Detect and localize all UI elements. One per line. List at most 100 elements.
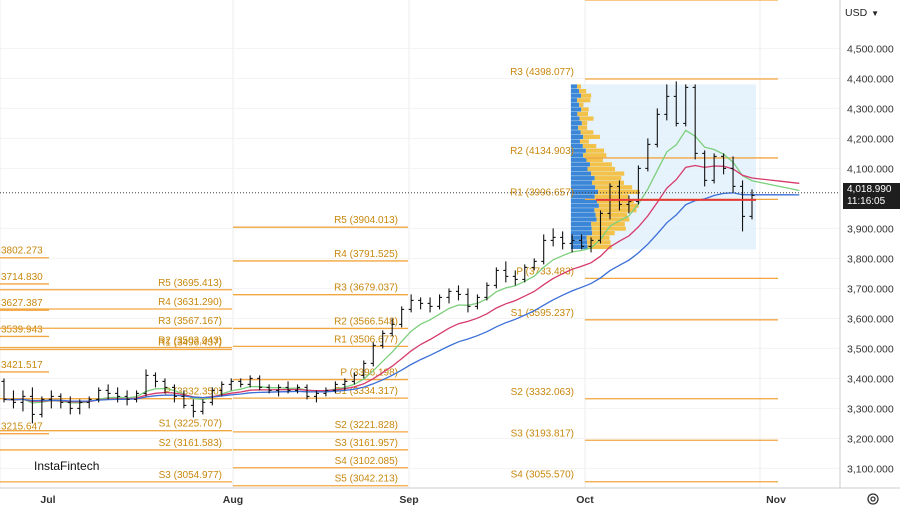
profile-buy-bar bbox=[571, 102, 580, 107]
candle bbox=[10, 390, 16, 409]
currency-selector[interactable]: USD ▼ bbox=[845, 4, 897, 22]
currency-label: USD bbox=[845, 7, 868, 19]
profile-buy-bar bbox=[571, 194, 595, 199]
candle bbox=[190, 399, 196, 418]
candle bbox=[455, 285, 461, 301]
profile-buy-bar bbox=[571, 166, 588, 172]
gear-icon[interactable] bbox=[866, 492, 880, 506]
profile-sell-bar bbox=[594, 176, 622, 181]
profile-buy-bar bbox=[571, 148, 586, 153]
pivot-label: S1 (3595.237) bbox=[511, 308, 574, 319]
profile-buy-bar bbox=[571, 221, 592, 227]
price-tick-label: 3,500.000 bbox=[847, 343, 894, 355]
grid bbox=[0, 0, 900, 489]
pivot-label: P (3396.198) bbox=[340, 368, 398, 379]
profile-sell-bar bbox=[586, 157, 603, 162]
candle bbox=[105, 384, 111, 400]
profile-buy-bar bbox=[571, 143, 583, 149]
candle bbox=[380, 330, 386, 349]
candle bbox=[465, 288, 471, 313]
profile-sell-bar bbox=[598, 189, 640, 195]
candle bbox=[313, 390, 319, 403]
candle bbox=[569, 234, 575, 253]
price-tick-label: 4,500.000 bbox=[847, 43, 894, 55]
candle bbox=[58, 393, 64, 409]
profile-sell-bar bbox=[587, 240, 611, 245]
candle bbox=[20, 390, 26, 412]
price-tick-label: 3,800.000 bbox=[847, 253, 894, 265]
candle bbox=[171, 384, 177, 403]
candle bbox=[39, 396, 45, 418]
pivot-label: R4 (3631.290) bbox=[158, 297, 222, 308]
candle bbox=[247, 375, 253, 388]
profile-buy-bar bbox=[571, 84, 578, 89]
profile-buy-bar bbox=[571, 130, 581, 135]
price-axis[interactable]: 4,500.000 4,400.000 4,300.000 4,200.000 4,10… bbox=[847, 43, 894, 475]
price-tick-label: 3,300.000 bbox=[847, 403, 894, 415]
profile-buy-bar bbox=[571, 157, 587, 162]
pivot-label: S5 (3042.213) bbox=[335, 474, 398, 485]
price-tick-label: 4,300.000 bbox=[847, 103, 894, 115]
pivot-label: S2 (3221.828) bbox=[335, 420, 398, 431]
candle bbox=[276, 384, 282, 397]
profile-sell-bar bbox=[595, 212, 628, 217]
profile-buy-bar bbox=[571, 180, 592, 185]
candle bbox=[683, 84, 689, 127]
price-tick-label: 4,200.000 bbox=[847, 133, 894, 145]
pivot-label: R1 (3496.437) bbox=[158, 337, 222, 348]
candle bbox=[219, 381, 225, 397]
profile-sell-bar bbox=[578, 125, 588, 130]
profile-sell-bar bbox=[583, 134, 600, 140]
profile-buy-bar bbox=[571, 176, 595, 181]
pivot-label: R4 (3791.525) bbox=[334, 249, 398, 260]
candle bbox=[124, 390, 130, 406]
candle bbox=[550, 228, 556, 247]
pivot-label: S3 (3161.957) bbox=[335, 438, 398, 449]
pivot-label: S1 (3225.707) bbox=[159, 419, 222, 430]
candle bbox=[531, 258, 537, 271]
candle bbox=[266, 384, 272, 394]
pivot-label: S2 (3332.063) bbox=[511, 387, 574, 398]
price-tick-label: 3,200.000 bbox=[847, 433, 894, 445]
price-tick-label: 3,900.000 bbox=[847, 223, 894, 235]
candle bbox=[579, 234, 585, 250]
profile-sell-bar bbox=[579, 116, 594, 121]
pivot-label: 3539.943 bbox=[1, 324, 43, 335]
pivot-label: R2 (4134.903) bbox=[510, 146, 574, 157]
profile-buy-bar bbox=[571, 125, 579, 130]
brand-watermark: InstaFintech bbox=[34, 459, 100, 473]
pivot-label: 3802.273 bbox=[1, 246, 43, 257]
candle bbox=[304, 384, 310, 400]
candle bbox=[730, 156, 736, 193]
candle bbox=[115, 387, 121, 403]
candle bbox=[512, 270, 518, 286]
candle bbox=[427, 297, 433, 313]
candle bbox=[399, 306, 405, 328]
profile-sell-bar bbox=[579, 102, 584, 107]
candle bbox=[607, 183, 613, 220]
profile-buy-bar bbox=[571, 235, 587, 240]
candle bbox=[96, 387, 102, 403]
profile-buy-bar bbox=[571, 240, 588, 245]
profile-sell-bar bbox=[582, 143, 597, 149]
profile-buy-bar bbox=[571, 203, 599, 208]
chevron-down-icon: ▼ bbox=[871, 8, 880, 18]
pivot-label: S3 (3054.977) bbox=[159, 470, 222, 481]
pivot-label: S1 (3334.317) bbox=[335, 386, 398, 397]
price-tick-label: 4,400.000 bbox=[847, 73, 894, 85]
candle bbox=[143, 369, 149, 397]
candle bbox=[77, 399, 83, 415]
profile-buy-bar bbox=[571, 171, 592, 176]
pivot-label: P (3733.483) bbox=[516, 266, 574, 277]
pivot-label: R2 (3566.548) bbox=[334, 316, 398, 327]
candle bbox=[560, 231, 566, 250]
candle bbox=[474, 294, 480, 310]
pivot-label: S3 (3193.817) bbox=[511, 428, 574, 439]
candle bbox=[181, 390, 187, 409]
profile-buy-bar bbox=[571, 244, 588, 250]
profile-sell-bar bbox=[580, 130, 594, 135]
candle bbox=[692, 84, 698, 160]
profile-buy-bar bbox=[571, 212, 596, 217]
time-axis[interactable]: Jul Aug Sep Oct Nov bbox=[40, 494, 786, 506]
